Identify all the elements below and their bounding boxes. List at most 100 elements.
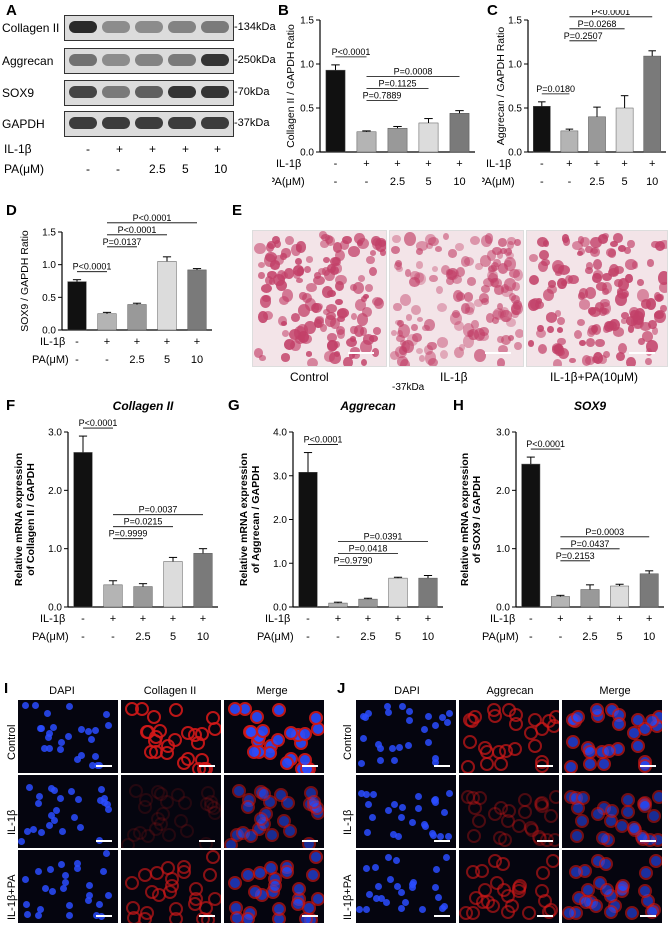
histology-cell <box>493 258 501 267</box>
condition-value: 10 <box>643 631 655 643</box>
if-cell <box>76 824 84 832</box>
if-cell <box>467 710 482 725</box>
bar <box>193 553 213 608</box>
if-cell <box>125 875 140 890</box>
histology-cell <box>371 237 383 251</box>
blot-condition-value: - <box>86 162 90 176</box>
if-cell <box>179 824 194 839</box>
if-cell <box>246 745 261 760</box>
if-cell <box>445 789 453 797</box>
histology-cell <box>608 318 621 332</box>
if-cell <box>23 911 31 919</box>
condition-value: + <box>140 613 146 625</box>
if-cell <box>372 894 380 902</box>
if-cell <box>383 702 391 710</box>
histology-cell <box>493 307 505 320</box>
if-cell <box>432 866 440 874</box>
chart-g: 0.0 1.0 2.0 3.0 4.0 Relative mRNA expression o… <box>238 400 443 643</box>
if-cell <box>394 882 402 890</box>
if-cell <box>298 727 313 742</box>
histology-cell <box>437 302 448 313</box>
scale-bar <box>640 840 656 842</box>
if-cell <box>501 803 516 818</box>
if-cell <box>56 746 64 754</box>
if-cell <box>34 800 42 808</box>
condition-value: + <box>566 158 572 170</box>
if-cell <box>499 744 514 759</box>
panel-label-e: E <box>232 202 243 219</box>
histology-cell <box>395 346 408 358</box>
histology-cell <box>395 334 405 343</box>
histology-cell <box>579 298 591 310</box>
histology-cell <box>515 329 523 339</box>
histology-cell <box>511 295 520 304</box>
histology-cell <box>253 242 266 255</box>
blot-band <box>168 86 196 98</box>
if-cell <box>596 831 611 846</box>
histology-cell <box>537 260 549 273</box>
histology-cell <box>324 268 335 282</box>
histology-cell <box>487 266 495 275</box>
histology-cell <box>300 333 312 344</box>
histology-cell <box>310 303 322 314</box>
histology-cell <box>645 357 652 365</box>
histology-cell <box>625 357 636 366</box>
histology-cell <box>508 292 517 302</box>
histology-cell <box>424 318 435 331</box>
if-cell <box>589 702 604 717</box>
histology-cell <box>353 324 365 337</box>
histology-cell <box>561 279 568 286</box>
blot-condition-value: + <box>214 142 222 156</box>
pa-label: PA(μM) <box>482 631 519 643</box>
histology-cell <box>573 329 582 340</box>
if-cell <box>374 882 382 890</box>
scale-bar <box>199 840 215 842</box>
histology-cell <box>637 279 644 286</box>
if-cell <box>97 785 105 793</box>
if-cell <box>570 710 585 725</box>
if-cell <box>532 830 547 845</box>
if-cell <box>475 894 490 909</box>
if-cell <box>291 882 306 897</box>
blot-kda-collagen: -134kDa <box>234 21 276 33</box>
if-cell <box>204 794 219 809</box>
histology-cell <box>428 274 438 283</box>
histology-cell <box>285 236 294 246</box>
histology-cell <box>399 340 407 347</box>
if-cell <box>398 803 406 811</box>
bar <box>387 127 408 153</box>
if-cell <box>472 814 487 829</box>
significance-label: P=0.0037 <box>139 505 178 515</box>
condition-value: + <box>363 158 369 170</box>
histology-cell <box>276 280 288 292</box>
if-cell <box>101 794 109 802</box>
histology-control <box>252 230 387 367</box>
bar <box>388 577 408 608</box>
histology-cell <box>527 298 540 312</box>
j-header-merge: Merge <box>599 685 631 697</box>
if-cell <box>598 857 613 872</box>
if-cell <box>497 882 512 897</box>
scale-bar <box>348 352 374 354</box>
scale-bar <box>434 840 450 842</box>
if-cell <box>500 904 515 919</box>
blot-condition-value: + <box>182 142 190 156</box>
histology-cell <box>442 233 449 240</box>
if-image-tile <box>224 700 324 773</box>
significance-label: P=0.0437 <box>571 539 610 549</box>
histology-cell <box>402 339 414 354</box>
histology-cell <box>348 351 355 359</box>
histology-cell <box>648 319 657 329</box>
histology-cell <box>585 337 596 348</box>
histology-cell <box>295 258 303 265</box>
if-cell <box>77 751 85 759</box>
if-image-tile <box>562 850 662 923</box>
histology-cell <box>593 352 604 364</box>
if-cell <box>432 884 440 892</box>
if-cell <box>582 756 597 771</box>
y-axis-label: Relative mRNA expression <box>459 453 471 586</box>
histology-cell <box>659 281 667 293</box>
histology-cell <box>327 340 338 353</box>
condition-value: 2.5 <box>135 631 150 643</box>
bar <box>298 472 318 608</box>
